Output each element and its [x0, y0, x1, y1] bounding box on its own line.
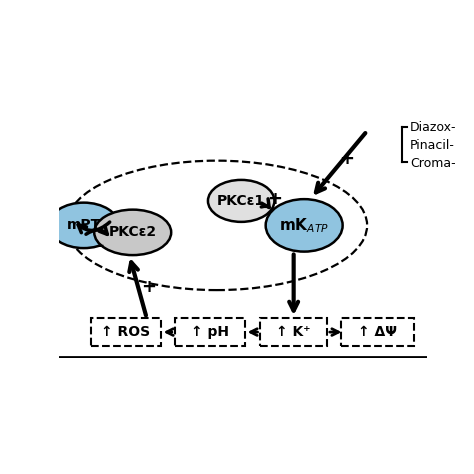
Text: -: -: [98, 237, 105, 255]
Ellipse shape: [208, 180, 274, 222]
FancyBboxPatch shape: [175, 318, 245, 346]
Ellipse shape: [49, 203, 118, 248]
Text: PKCε2: PKCε2: [109, 225, 157, 239]
Text: mK$_{ATP}$: mK$_{ATP}$: [279, 216, 329, 235]
Text: PKCε1: PKCε1: [217, 194, 265, 208]
Text: ↑ ΔΨ: ↑ ΔΨ: [358, 325, 397, 339]
Text: Croma-: Croma-: [410, 157, 456, 170]
Ellipse shape: [94, 210, 171, 255]
Text: ↑ K⁺: ↑ K⁺: [276, 325, 311, 339]
Ellipse shape: [265, 199, 343, 252]
FancyBboxPatch shape: [341, 318, 414, 346]
FancyBboxPatch shape: [260, 318, 327, 346]
Text: ↑ ROS: ↑ ROS: [101, 325, 150, 339]
Text: +: +: [267, 190, 282, 208]
Text: +: +: [338, 150, 354, 168]
Text: +: +: [141, 278, 156, 296]
Text: ↑ pH: ↑ pH: [191, 325, 228, 339]
Text: Diazox-: Diazox-: [410, 121, 456, 134]
Text: Pinacil-: Pinacil-: [410, 139, 455, 152]
FancyBboxPatch shape: [91, 318, 161, 346]
Text: mPT: mPT: [67, 219, 101, 232]
